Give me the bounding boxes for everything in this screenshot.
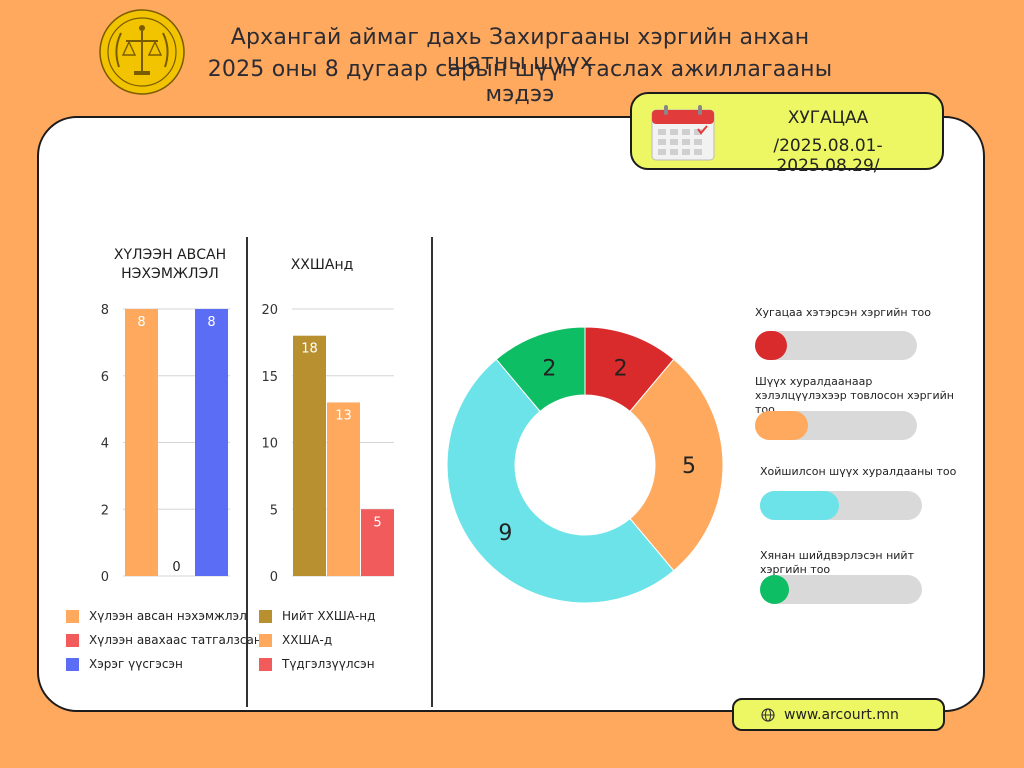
y-tick-label: 0	[270, 570, 278, 585]
legend-label: Түдгэлзүүлсэн	[282, 657, 375, 671]
y-tick-label: 15	[261, 370, 278, 385]
legend-progress-track	[755, 411, 917, 440]
legend-label: Хянан шийдвэрлэсэн нийт хэргийн тоо	[760, 549, 914, 576]
legend-item: Хүлээн авахаас татгалзсан	[66, 633, 262, 647]
legend-item: Хэрэг үүсгэсэн	[66, 657, 183, 671]
legend-label: Хэрэг үүсгэсэн	[89, 657, 183, 671]
bar-3	[361, 509, 394, 576]
legend-progress-track	[760, 575, 922, 604]
donut-slice-4	[495, 326, 586, 413]
donut-value-label: 2	[614, 356, 628, 381]
legend-label: Хойшилсон шүүх хуралдааны тоо	[760, 465, 957, 478]
bar-value-label: 13	[335, 408, 352, 423]
globe-icon	[761, 708, 775, 722]
bar-value-label: 5	[373, 515, 381, 530]
y-tick-label: 5	[270, 503, 278, 518]
donut-value-label: 2	[542, 356, 556, 381]
legend-progress-fill	[760, 491, 839, 520]
bar-1	[293, 335, 326, 576]
bar-value-label: 0	[172, 560, 180, 575]
y-tick-label: 6	[101, 370, 109, 385]
website-link[interactable]: www.arcourt.mn	[784, 706, 899, 723]
legend-progress-track	[760, 491, 922, 520]
divider-2	[431, 237, 433, 707]
donut-slice-3	[446, 358, 675, 604]
legend-progress-fill	[760, 575, 789, 604]
y-tick-label: 2	[101, 503, 109, 518]
legend-swatch	[259, 633, 272, 647]
legend-label: Хүлээн авсан нэхэмжлэл	[89, 609, 247, 623]
legend-swatch	[259, 609, 272, 623]
divider-1	[246, 237, 248, 707]
donut-slice-2	[629, 358, 724, 572]
legend-item: Хүлээн авсан нэхэмжлэл	[66, 609, 247, 623]
donut-value-label: 9	[498, 521, 512, 546]
period-box: ХУГАЦАА /2025.08.01-2025.08.29/	[630, 92, 944, 176]
chart1-title: ХҮЛЭЭН АВСАН НЭХЭМЖЛЭЛ	[113, 247, 227, 282]
legend-label: Нийт ХХША-нд	[282, 609, 376, 623]
legend-label: Хугацаа хэтэрсэн хэргийн тоо	[755, 306, 931, 319]
bar-1	[125, 309, 158, 576]
legend-label: ХХША-д	[282, 633, 333, 647]
legend-progress-fill	[755, 331, 787, 360]
legend-swatch	[66, 633, 79, 647]
page-title-line1: Архангай аймаг дахь Захиргааны хэргийн а…	[230, 25, 810, 75]
legend-progress-fill	[755, 411, 808, 440]
page-title-line2: 2025 оны 8 дугаар сарын шүүн таслах ажил…	[207, 57, 833, 107]
legend-item: ХХША-д	[259, 633, 332, 647]
legend-item: Нийт ХХША-нд	[259, 609, 375, 623]
donut-value-label: 5	[682, 454, 696, 479]
legend-label: Хүлээн авахаас татгалзсан	[89, 633, 262, 647]
legend-swatch	[66, 657, 79, 671]
legend-item: Түдгэлзүүлсэн	[259, 657, 375, 671]
y-tick-label: 0	[101, 570, 109, 585]
period-label: ХУГАЦАА	[787, 108, 869, 128]
court-emblem	[99, 9, 185, 95]
legend-label: Шүүх хуралдаанаар хэлэлцүүлэхээр товлосо…	[755, 375, 954, 416]
bar-chart-khsha: 0 5 10 15 20 18 13 5	[261, 303, 394, 585]
website-badge[interactable]: www.arcourt.mn	[732, 698, 945, 731]
calendar-icon	[651, 105, 715, 161]
bar-chart-received: 0 2 4 6 8 8 0 8	[101, 303, 230, 585]
y-tick-label: 10	[261, 437, 278, 452]
legend-swatch	[259, 657, 272, 671]
bar-value-label: 8	[137, 315, 145, 330]
legend-swatch	[66, 609, 79, 623]
chart2-title: ХХШАнд	[290, 257, 354, 273]
period-range: /2025.08.01-2025.08.29/	[773, 136, 883, 176]
bar-value-label: 8	[207, 315, 215, 330]
bar-2	[327, 402, 360, 576]
y-tick-label: 20	[261, 303, 278, 318]
legend-progress-track	[755, 331, 917, 360]
y-tick-label: 8	[101, 303, 109, 318]
bar-3	[195, 309, 228, 576]
bar-value-label: 18	[301, 342, 318, 357]
y-tick-label: 4	[101, 437, 109, 452]
donut-chart: 2 5 9 2	[446, 326, 724, 604]
